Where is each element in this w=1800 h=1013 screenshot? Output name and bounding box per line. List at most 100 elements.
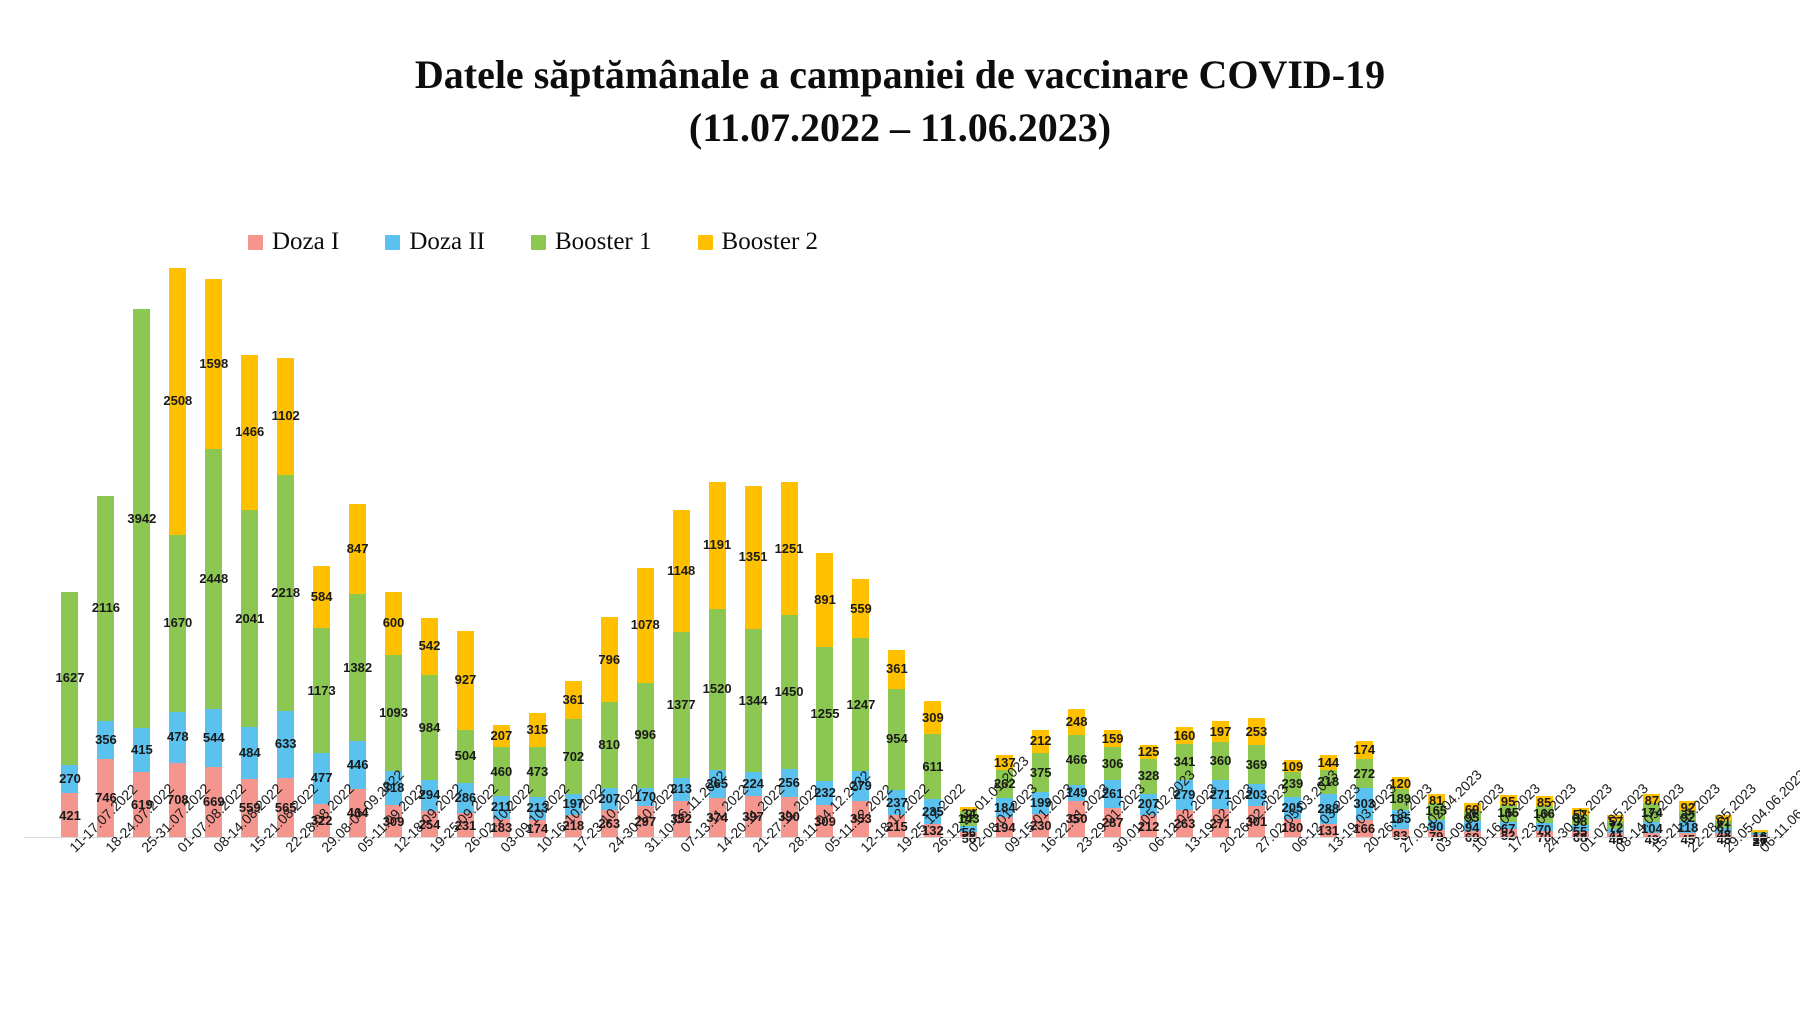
bar-column[interactable]: 45 118 92 92 [1670, 258, 1706, 846]
bar-segment-booster-1[interactable]: 2116 [92, 496, 120, 721]
bar-segment-booster-2[interactable]: 584 [311, 566, 332, 629]
bar-segment-booster-2[interactable]: 212 [1030, 730, 1052, 753]
bar-column[interactable]: 132 235 611 309 [915, 258, 951, 838]
legend-item-doza-i[interactable]: Doza I [248, 228, 339, 256]
bar-column[interactable]: 70 70 166 85 [1526, 258, 1562, 844]
bar-column[interactable]: 48 48 61 61 [1706, 258, 1742, 846]
bar-segment-booster-2[interactable]: 559 [850, 578, 872, 639]
bar-segment-booster-2[interactable]: 160 [1174, 727, 1195, 745]
bar-column[interactable]: 212 207 328 125 [1131, 258, 1167, 838]
bar-segment-booster-2[interactable]: 109 [1282, 760, 1303, 773]
bar-column[interactable]: 271 271 360 197 [1203, 258, 1239, 838]
bar-segment-booster-2[interactable]: 600 [383, 591, 404, 656]
bar-segment-booster-2[interactable]: 847 [347, 504, 368, 595]
bar-column[interactable]: 287 261 306 159 [1095, 258, 1131, 838]
bar-segment-booster-2[interactable]: 361 [886, 650, 908, 689]
bar-column[interactable]: 48 41 72 57 [1598, 258, 1634, 846]
bar-stack[interactable]: 619 415 3942 [127, 309, 156, 838]
legend-item-booster-2[interactable]: Booster 2 [697, 228, 818, 256]
bar-stack[interactable]: 565 633 2218 1102 [271, 357, 300, 838]
bar-stack[interactable]: 559 484 2041 1466 [235, 354, 264, 838]
bar-segment-booster-1[interactable]: 1670 [163, 534, 192, 712]
bar-segment-booster-2[interactable]: 1078 [631, 568, 660, 683]
bar-segment-doza-ii[interactable]: 633 [275, 710, 297, 778]
bar-segment-booster-2[interactable]: 361 [562, 680, 584, 720]
bar-column[interactable]: 69 94 95 69 [1454, 258, 1490, 844]
bar-segment-doza-i[interactable]: 421 [59, 793, 81, 838]
bar-segment-booster-2[interactable]: 174 [1353, 740, 1375, 760]
bar-column[interactable]: 565 633 2218 1102 [268, 258, 304, 838]
legend-item-booster-1[interactable]: Booster 1 [530, 228, 652, 256]
bar-stack[interactable]: 708 478 1670 2508 [163, 268, 192, 838]
bar-segment-doza-ii[interactable]: 356 [95, 720, 117, 759]
legend-item-doza-ii[interactable]: Doza II [385, 228, 485, 256]
bar-segment-booster-2[interactable]: 159 [1102, 730, 1123, 748]
bar-segment-booster-1[interactable]: 1450 [775, 615, 803, 770]
bar-segment-booster-1[interactable]: 1377 [667, 631, 696, 778]
bar-stack[interactable]: 421 270 1627 [56, 591, 84, 838]
bar-segment-booster-1[interactable]: 2218 [271, 475, 300, 711]
bar-column[interactable]: 559 484 2041 1466 [232, 258, 268, 838]
bar-segment-doza-ii[interactable]: 446 [347, 741, 368, 789]
bar-column[interactable]: 322 477 1173 584 [304, 258, 340, 838]
bar-segment-booster-1[interactable]: 702 [562, 719, 584, 794]
bar-column[interactable]: 309 318 1093 600 [376, 258, 412, 838]
bar-segment-booster-1[interactable]: 272 [1353, 759, 1375, 789]
bar-segment-booster-1[interactable]: 2448 [199, 449, 228, 710]
bar-column[interactable]: 83 185 189 120 [1382, 258, 1418, 842]
bar-column[interactable]: 218 197 702 361 [555, 258, 591, 838]
bar-segment-booster-1[interactable]: 1093 [379, 655, 408, 772]
bar-segment-booster-2[interactable]: 309 [922, 701, 944, 735]
bar-column[interactable]: 27 16 18 16 [1742, 258, 1778, 848]
bar-segment-booster-2[interactable]: 248 [1066, 709, 1088, 736]
bar-column[interactable]: 263 207 810 796 [591, 258, 627, 838]
bar-segment-booster-1[interactable]: 1247 [846, 638, 875, 771]
bar-stack[interactable]: 231 286 504 927 [455, 631, 476, 838]
bar-segment-booster-1[interactable]: 466 [1066, 735, 1088, 785]
bar-segment-doza-ii[interactable]: 544 [203, 709, 225, 767]
bar-segment-booster-2[interactable]: 891 [814, 552, 836, 648]
bar-segment-booster-2[interactable]: 1251 [775, 482, 803, 616]
bar-column[interactable]: 464 446 1382 847 [340, 258, 376, 838]
bar-column[interactable]: 166 303 272 174 [1346, 258, 1382, 838]
bar-segment-booster-2[interactable]: 197 [1210, 721, 1231, 743]
bar-stack[interactable]: 669 544 2448 1598 [199, 279, 228, 838]
bar-segment-booster-2[interactable]: 1466 [235, 354, 264, 511]
bar-column[interactable]: 68 55 98 57 [1562, 258, 1598, 844]
bar-stack[interactable]: 397 224 1344 1351 [739, 485, 768, 838]
bar-column[interactable]: 619 415 3942 [124, 258, 160, 838]
bar-column[interactable]: 309 232 1255 891 [807, 258, 843, 838]
bar-segment-booster-2[interactable]: 1191 [703, 482, 731, 609]
bar-column[interactable]: 350 149 466 248 [1059, 258, 1095, 838]
bar-column[interactable]: 131 288 218 144 [1310, 258, 1346, 838]
bar-segment-doza-ii[interactable]: 415 [131, 728, 153, 773]
bar-segment-booster-1[interactable]: 306 [1102, 747, 1123, 780]
bar-column[interactable]: 231 286 504 927 [447, 258, 483, 838]
bar-column[interactable]: 374 265 1520 1191 [699, 258, 735, 838]
bar-segment-booster-2[interactable]: 125 [1138, 745, 1159, 759]
bar-segment-booster-2[interactable]: 1102 [272, 357, 300, 476]
bar-segment-booster-2[interactable]: 253 [1246, 718, 1267, 746]
bar-stack[interactable]: 254 294 984 542 [419, 617, 440, 838]
bar-column[interactable]: 215 237 954 361 [879, 258, 915, 838]
bar-column[interactable]: 183 211 460 207 [483, 258, 519, 838]
bar-stack[interactable]: 390 256 1450 1251 [775, 482, 803, 838]
bar-column[interactable]: 49 104 174 87 [1634, 258, 1670, 846]
bar-column[interactable]: 353 279 1247 559 [843, 258, 879, 838]
bar-column[interactable]: 301 203 369 253 [1238, 258, 1274, 838]
bar-column[interactable]: 352 213 1377 1148 [663, 258, 699, 838]
bar-segment-booster-2[interactable]: 1598 [199, 279, 228, 449]
bar-column[interactable]: 708 478 1670 2508 [160, 258, 196, 838]
bar-segment-booster-1[interactable]: 369 [1246, 745, 1267, 785]
bar-segment-booster-1[interactable]: 996 [634, 682, 656, 789]
bar-column[interactable]: 263 279 341 160 [1167, 258, 1203, 838]
bar-segment-booster-1[interactable]: 984 [419, 675, 440, 780]
bar-column[interactable]: 799016581 [1418, 258, 1454, 843]
bar-column[interactable]: 56 56 143 34 [951, 258, 987, 845]
bar-segment-booster-1[interactable]: 1382 [343, 594, 372, 742]
bar-segment-booster-2[interactable]: 542 [419, 617, 440, 676]
bar-segment-doza-ii[interactable]: 484 [239, 727, 261, 779]
bar-segment-booster-2[interactable]: 927 [455, 631, 476, 730]
bar-segment-doza-ii[interactable]: 270 [59, 764, 81, 794]
bar-column[interactable]: 230 199 375 212 [1023, 258, 1059, 838]
